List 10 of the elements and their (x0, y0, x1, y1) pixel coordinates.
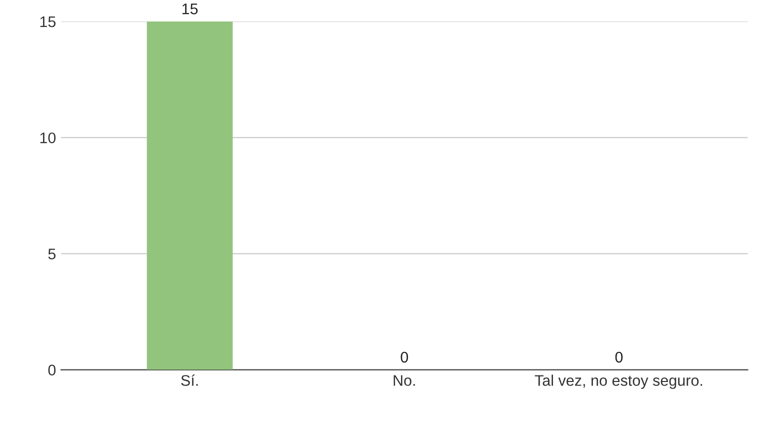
x-tick-label: No. (394, 375, 415, 386)
x-tick-label: Tal vez, no estoy seguro. (534, 374, 702, 389)
data-label: 15 (182, 4, 198, 14)
y-tick-label: 5 (48, 248, 56, 260)
data-label: 0 (400, 352, 408, 363)
x-tick-label: Sí. (181, 374, 198, 386)
y-tick-label: 10 (40, 132, 56, 144)
y-tick-label: 0 (48, 364, 56, 376)
y-tick-label: 15 (40, 16, 56, 28)
data-label: 0 (615, 352, 623, 363)
